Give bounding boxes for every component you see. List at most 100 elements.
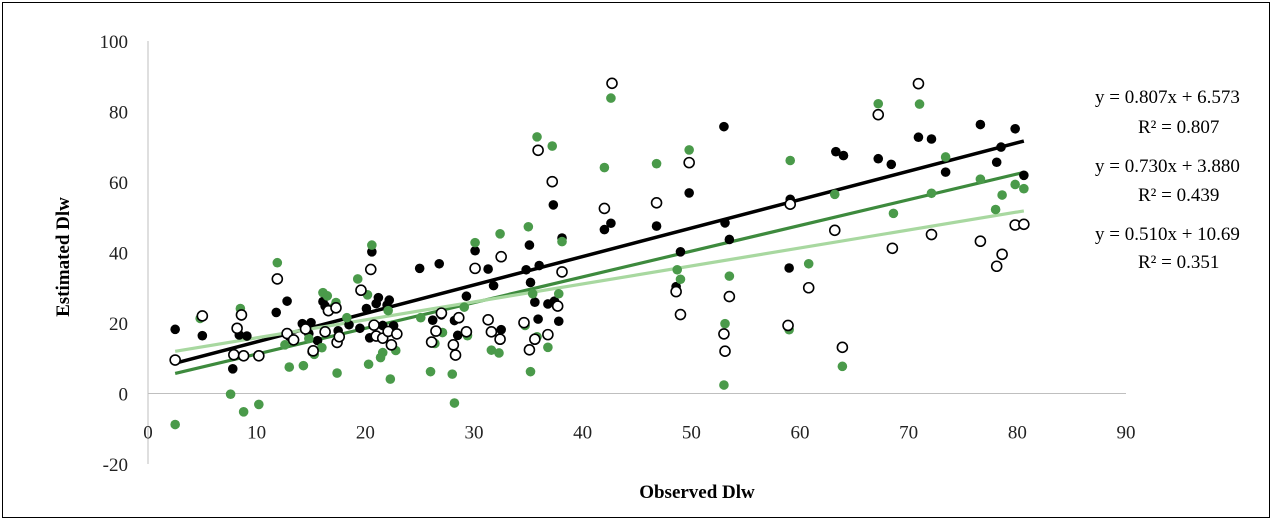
- data-point: [242, 331, 252, 341]
- x-tick-label: 30: [465, 423, 484, 444]
- data-point: [307, 345, 319, 357]
- data-point: [838, 150, 849, 161]
- data-point: [784, 198, 797, 211]
- data-point: [271, 307, 282, 318]
- data-point: [836, 341, 849, 354]
- data-point: [543, 342, 553, 353]
- data-point: [377, 347, 388, 358]
- data-point: [802, 281, 815, 294]
- data-point: [322, 291, 333, 301]
- data-point: [447, 369, 458, 379]
- data-point: [237, 349, 250, 362]
- data-point: [330, 302, 342, 314]
- x-tick-label: 10: [247, 423, 266, 444]
- trendline-r2: R² = 0.351: [1138, 252, 1219, 273]
- data-point: [533, 314, 543, 324]
- data-point: [684, 188, 694, 198]
- data-point: [940, 167, 951, 177]
- data-point: [672, 264, 683, 275]
- data-point: [547, 141, 558, 151]
- y-tick-label: 20: [109, 314, 128, 335]
- data-point: [888, 208, 899, 219]
- data-point: [723, 290, 736, 303]
- chart-frame: [2, 2, 1270, 518]
- data-point: [913, 132, 924, 143]
- data-point: [530, 297, 540, 308]
- trendline-series-2: [174, 170, 1025, 375]
- data-point: [534, 260, 544, 271]
- data-point: [785, 155, 796, 166]
- data-point: [427, 315, 438, 325]
- data-point: [227, 364, 238, 374]
- data-point: [385, 339, 398, 351]
- data-point: [518, 316, 530, 329]
- data-point: [319, 326, 331, 338]
- data-point: [720, 318, 730, 329]
- trendline-series-3: [174, 209, 1025, 353]
- data-point: [238, 407, 249, 417]
- data-point: [469, 262, 481, 275]
- data-point: [355, 323, 365, 334]
- data-point: [996, 142, 1006, 152]
- data-point: [415, 312, 426, 323]
- data-point: [525, 277, 536, 288]
- data-point: [383, 305, 393, 316]
- data-point: [551, 300, 564, 312]
- data-point: [719, 121, 729, 132]
- data-point: [373, 292, 384, 303]
- data-point: [495, 250, 507, 263]
- data-point: [280, 340, 290, 350]
- data-point: [527, 288, 538, 299]
- trendline-r2: R² = 0.439: [1138, 185, 1219, 206]
- data-point: [674, 308, 687, 321]
- data-point: [975, 119, 986, 130]
- data-point: [430, 325, 442, 337]
- data-points: [169, 77, 1030, 430]
- data-point: [651, 158, 662, 169]
- data-point: [828, 224, 841, 237]
- data-point: [299, 323, 312, 335]
- data-point: [990, 204, 1001, 215]
- data-point: [829, 189, 840, 200]
- y-tick-label: 40: [109, 244, 128, 265]
- data-point: [719, 380, 729, 390]
- data-point: [1019, 170, 1029, 181]
- data-point: [1018, 218, 1030, 231]
- x-tick-label: 40: [573, 423, 592, 444]
- data-point: [1010, 179, 1020, 190]
- x-axis-title: Observed Dlw: [639, 482, 755, 503]
- data-point: [532, 144, 544, 157]
- data-point: [991, 157, 1002, 168]
- data-point: [997, 190, 1007, 200]
- data-point: [606, 218, 616, 229]
- data-point: [720, 218, 730, 228]
- data-point: [425, 336, 438, 348]
- data-point: [460, 326, 473, 338]
- y-axis-title: Estimated Dlw: [53, 197, 74, 317]
- data-point: [425, 366, 436, 377]
- data-point: [974, 235, 987, 248]
- data-point: [391, 328, 403, 340]
- data-point: [434, 258, 445, 269]
- data-point: [488, 280, 499, 291]
- data-point: [304, 333, 314, 344]
- data-point: [886, 159, 897, 170]
- data-point: [651, 221, 662, 231]
- data-point: [925, 228, 938, 241]
- data-point: [556, 266, 568, 278]
- data-point: [231, 322, 243, 335]
- data-point: [225, 389, 236, 400]
- data-point: [253, 349, 265, 362]
- data-point: [332, 368, 342, 378]
- data-point: [670, 285, 682, 298]
- data-point: [542, 328, 554, 341]
- data-point: [1019, 183, 1029, 194]
- data-point: [557, 236, 567, 247]
- data-point: [553, 288, 564, 299]
- data-point: [494, 333, 506, 346]
- data-point: [912, 77, 925, 90]
- data-point: [598, 202, 611, 215]
- data-point: [675, 246, 686, 257]
- data-point: [298, 360, 309, 371]
- x-tick-label: 90: [1117, 423, 1136, 444]
